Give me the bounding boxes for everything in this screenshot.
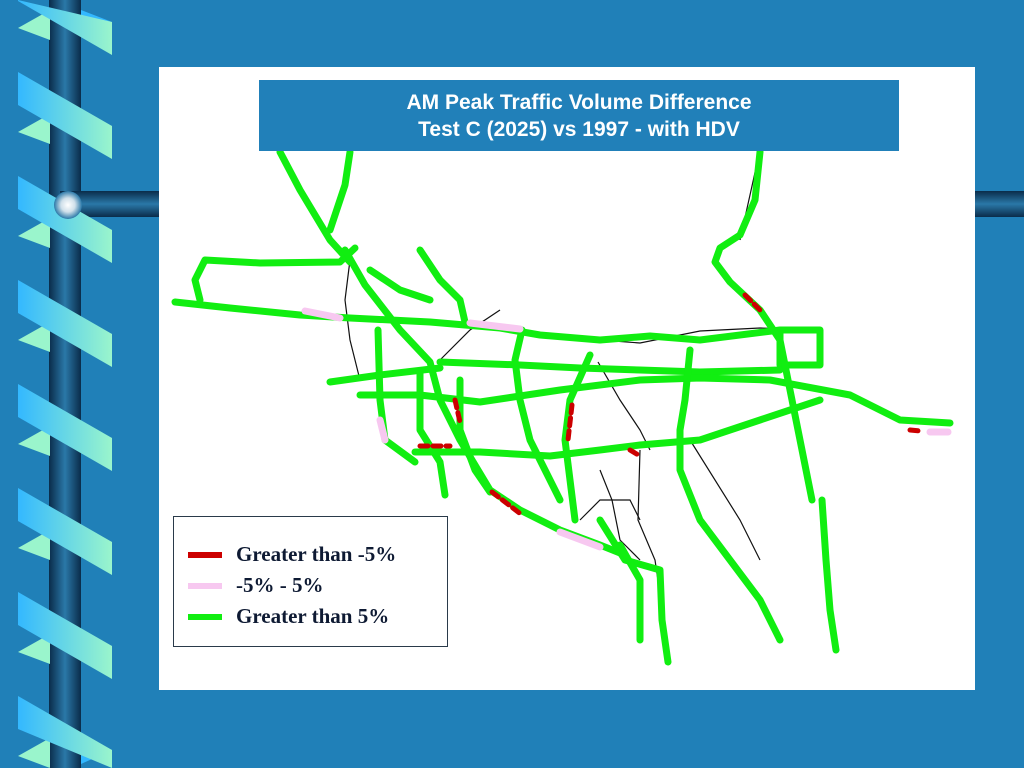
- legend-swatch-pink: [188, 582, 222, 589]
- road-segment: [436, 358, 784, 376]
- road-segment: [326, 148, 354, 234]
- legend-swatch-red: [188, 551, 222, 558]
- ribbon-fold: [18, 322, 50, 352]
- road-segment: [565, 402, 575, 443]
- legend-label: Greater than 5%: [236, 604, 390, 628]
- ribbon-band: [18, 280, 112, 367]
- road-segment: [416, 246, 469, 326]
- pole-ball: [54, 191, 82, 219]
- title-line-1: AM Peak Traffic Volume Difference: [406, 90, 752, 114]
- pole-arm-right: [975, 191, 1024, 217]
- ribbon-fold: [18, 10, 50, 40]
- road-segment: [376, 416, 389, 444]
- road-segment: [466, 319, 524, 333]
- road-segment: [711, 148, 816, 504]
- road-segment: [301, 307, 344, 322]
- ribbon-band: [18, 0, 112, 55]
- road-segment: [171, 298, 604, 344]
- ribbon-band: [18, 384, 112, 471]
- ribbon-band: [18, 72, 112, 159]
- road-segment: [627, 447, 643, 459]
- ribbon-fold: [18, 738, 50, 768]
- road-segment: [456, 376, 494, 496]
- road-segment: [356, 374, 954, 427]
- road-segment: [561, 351, 594, 524]
- increase-roads: [171, 148, 954, 666]
- ribbon-band: [18, 176, 112, 263]
- road-segment: [489, 489, 525, 518]
- legend-label: -5% - 5%: [236, 573, 324, 597]
- legend-item-decrease: Greater than -5%: [174, 539, 447, 570]
- legend-label: Greater than -5%: [236, 542, 397, 566]
- ribbons: [18, 0, 112, 768]
- map-title: AM Peak Traffic Volume Difference Test C…: [259, 80, 899, 151]
- road-segment: [452, 397, 463, 425]
- road-segment: [742, 292, 763, 313]
- road-segment: [616, 541, 644, 644]
- road-segment: [276, 148, 354, 266]
- base-road: [599, 469, 641, 561]
- legend-swatch-green: [188, 613, 222, 620]
- road-segment: [596, 516, 672, 666]
- ribbon-band: [18, 488, 112, 575]
- base-road: [439, 309, 501, 361]
- ribbon-fold: [18, 218, 50, 248]
- ribbon-band: [18, 696, 112, 768]
- legend-item-increase: Greater than 5%: [174, 601, 447, 632]
- road-segment: [416, 368, 449, 499]
- ribbon-fold: [18, 426, 50, 456]
- road-segment: [366, 266, 434, 304]
- map-legend: Greater than -5% -5% - 5% Greater than 5…: [173, 516, 448, 647]
- decrease-roads: [417, 292, 923, 518]
- ribbon-band: [18, 592, 112, 679]
- road-segment: [191, 244, 359, 304]
- neutral-roads: [301, 307, 952, 551]
- title-line-2: Test C (2025) vs 1997 - with HDV: [418, 117, 740, 141]
- road-segment: [411, 396, 824, 460]
- ribbon-fold: [18, 114, 50, 144]
- road-segment: [907, 427, 923, 434]
- road-segment: [556, 528, 604, 551]
- legend-item-neutral: -5% - 5%: [174, 570, 447, 601]
- road-segment: [818, 496, 840, 654]
- base-road: [689, 439, 761, 561]
- base-road: [579, 499, 641, 521]
- ribbon-fold: [18, 530, 50, 560]
- ribbon-fold: [18, 634, 50, 664]
- road-segment: [676, 346, 784, 644]
- base-road: [597, 361, 651, 451]
- road-segment: [511, 326, 564, 504]
